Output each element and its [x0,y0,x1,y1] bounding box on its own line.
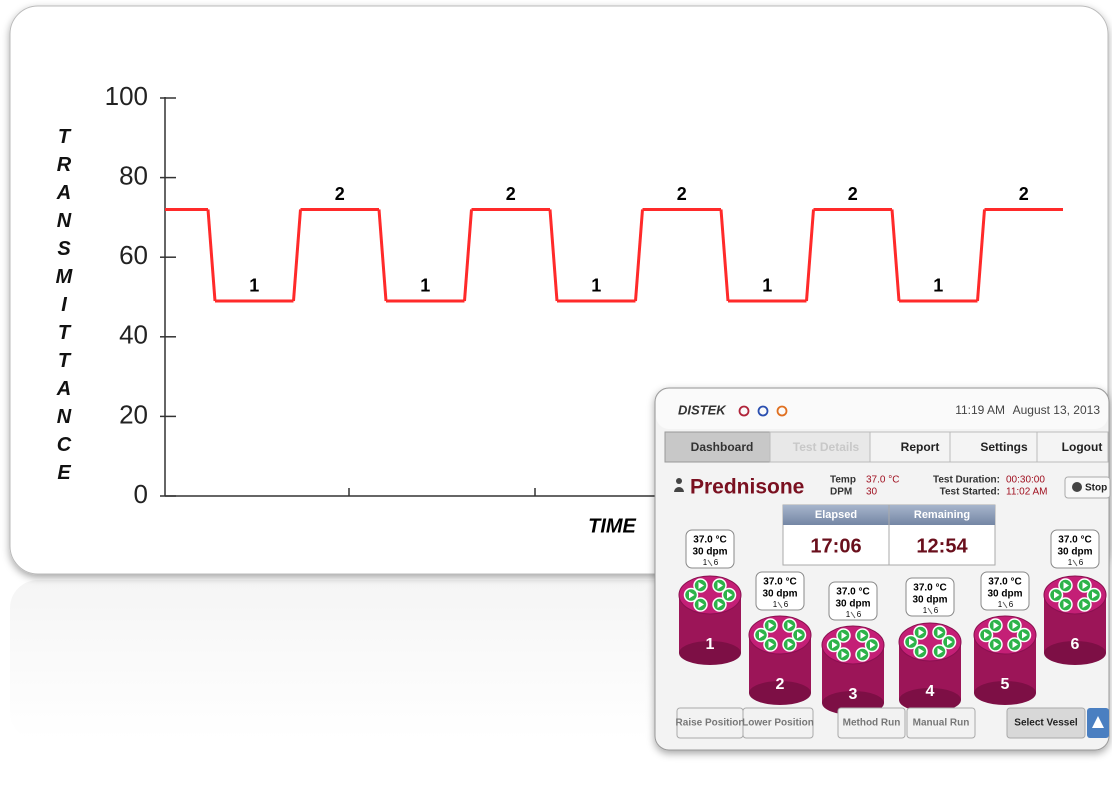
dashboard-panel: DISTEK 11:19 AM August 13, 2013 Dashboard Te… [655,388,1110,750]
phase-label: 2 [1019,184,1029,204]
vessel-temp: 37.0 °C [988,577,1021,588]
vessel-speed: 30 dpm [912,595,947,606]
duration-value: 00:30:00 [1006,475,1045,486]
phase-label: 1 [591,276,601,296]
vessel-speed: 30 dpm [1057,547,1092,558]
y-tick-label: 60 [119,240,148,270]
button-label: Lower Position [742,718,814,729]
phase-label: 2 [848,184,858,204]
vessel-number: 2 [776,676,785,693]
page: TIME 0 20 40 60 80 100 1 2 1 2 1 2 1 2 1 2 DISTEK 11:19 … [0,0,1112,792]
y-axis-title: TRANSMITTANCE [52,126,75,490]
x-axis-title: TIME [588,515,636,537]
started-label: Test Started: [940,487,1000,498]
vessel-number: 3 [849,686,858,703]
vessel-number: 4 [926,683,935,700]
y-tick-label: 0 [134,479,148,509]
stop-label: Stop [1085,483,1107,494]
phase-label: 1 [762,276,772,296]
y-tick-label: 40 [119,320,148,350]
vessel-speed: 30 dpm [987,589,1022,600]
dpm-label: DPM [830,487,852,498]
phase-label: 2 [335,184,345,204]
tab-label: Dashboard [691,440,754,454]
vessel-speed: 30 dpm [835,599,870,610]
vessel-position: 1 [846,610,851,619]
vessel-temp: 37.0 °C [763,577,796,588]
vessel-position: 1 [998,600,1003,609]
button-label: Raise Position [676,718,745,729]
vessel-number: 5 [1001,676,1010,693]
vessel-count: 6 [857,610,862,619]
phase-label: 2 [506,184,516,204]
stop-icon [1072,482,1082,492]
button-label: Select Vessel [1014,718,1078,729]
person-icon [676,478,682,484]
vessel-temp: 37.0 °C [913,583,946,594]
vessel-count: 6 [934,606,939,615]
button-label: Manual Run [913,718,970,729]
timer-value: 17:06 [810,535,861,557]
y-tick-label: 20 [119,399,148,429]
brand: DISTEK [678,402,727,417]
clock-date: August 13, 2013 [1013,403,1101,417]
timer-value: 12:54 [916,535,968,557]
phase-label: 2 [677,184,687,204]
vessel-position: 1 [703,558,708,567]
vessel-count: 6 [714,558,719,567]
clock-time: 11:19 AM [955,403,1005,417]
tab-label: Report [901,440,940,454]
phase-label: 1 [249,276,259,296]
scene: TIME 0 20 40 60 80 100 1 2 1 2 1 2 1 2 1 2 DISTEK 11:19 … [0,0,1112,792]
vessel-speed: 30 dpm [762,589,797,600]
vessel-speed: 30 dpm [692,547,727,558]
dpm-value: 30 [866,487,878,498]
tab-label: Logout [1062,440,1103,454]
vessel-number: 1 [706,636,715,653]
vessel-position: 1 [1068,558,1073,567]
vessel-count: 6 [784,600,789,609]
vessel-temp: 37.0 °C [1058,535,1091,546]
vessel-position: 1 [923,606,928,615]
tab-label: Settings [980,440,1028,454]
tab-label: Test Details [793,440,860,454]
timer-label: Remaining [914,509,970,521]
vessel-temp: 37.0 °C [693,535,726,546]
temp-value: 37.0 °C [866,475,899,486]
phase-label: 1 [420,276,430,296]
button-label: Method Run [843,718,901,729]
vessel-count: 6 [1009,600,1014,609]
phase-label: 1 [933,276,943,296]
started-value: 11:02 AM [1006,487,1048,498]
y-tick-label: 80 [119,160,148,190]
vessel-position: 1 [773,600,778,609]
vessel-number: 6 [1071,636,1080,653]
product-name: Prednisone [690,476,804,499]
vessel-temp: 37.0 °C [836,587,869,598]
timer-label: Elapsed [815,509,857,521]
duration-label: Test Duration: [933,475,1000,486]
temp-label: Temp [830,475,856,486]
vessel-count: 6 [1079,558,1084,567]
y-tick-label: 100 [105,81,148,111]
